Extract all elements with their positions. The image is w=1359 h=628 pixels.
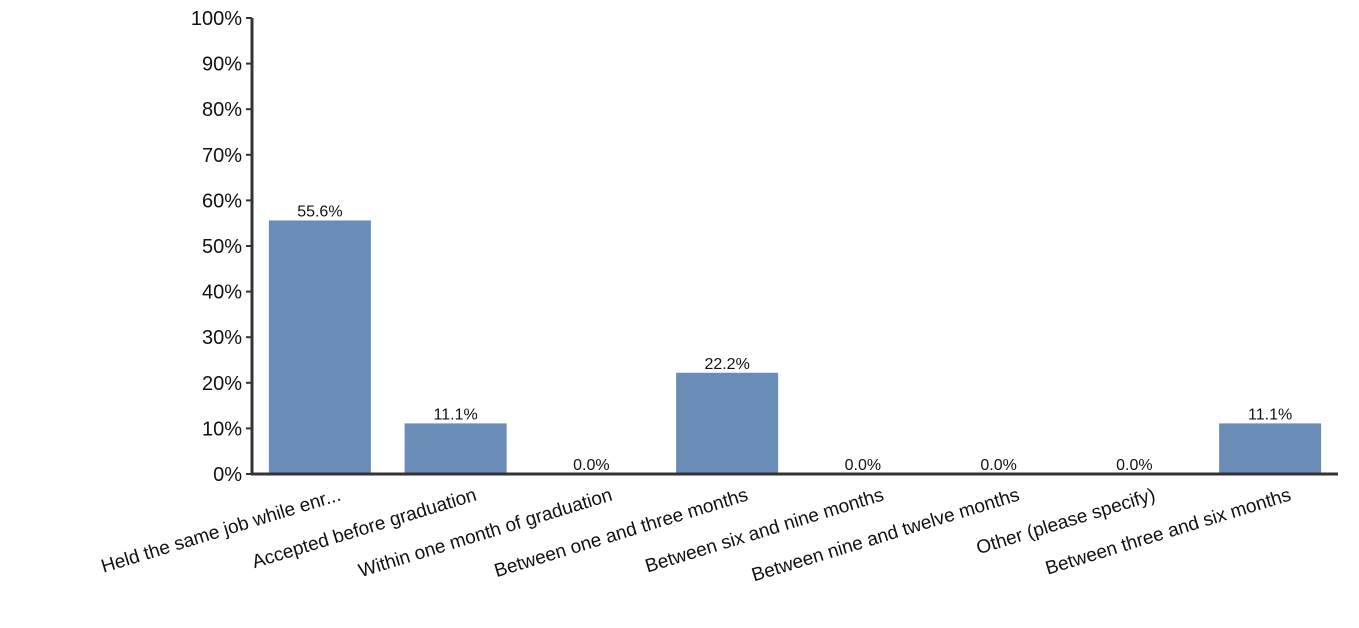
x-tick-label: Between nine and twelve months — [749, 485, 1022, 587]
bar — [1219, 423, 1322, 474]
x-tick-label: Held the same job while enr... — [99, 485, 343, 578]
bar — [404, 423, 507, 474]
x-axis-ticks: Held the same job while enr...Accepted b… — [99, 485, 1294, 587]
y-tick-label: 40% — [202, 282, 242, 304]
bars — [268, 220, 1322, 474]
y-tick-label: 70% — [202, 145, 242, 167]
y-axis-ticks: 0% 10% 20% 30% 40% 50% 60% 70% 80% 90% 100% — [191, 8, 252, 486]
data-label: 11.1% — [434, 406, 478, 423]
x-tick-label: Between three and six months — [1043, 485, 1294, 580]
y-tick-label: 20% — [202, 373, 242, 395]
data-label: 0.0% — [1116, 457, 1152, 474]
data-label: 11.1% — [1248, 406, 1292, 423]
data-label: 0.0% — [845, 457, 881, 474]
x-tick-label: Within one month of graduation — [356, 485, 615, 582]
y-tick-label: 60% — [202, 190, 242, 212]
data-label: 22.2% — [704, 356, 749, 373]
x-tick-label: Between one and three months — [492, 485, 751, 582]
data-label: 0.0% — [573, 457, 609, 474]
data-labels: 55.6% 11.1% 0.0% 22.2% 0.0% 0.0% 0.0% 11.1% — [297, 203, 1292, 474]
y-tick-label: 0% — [213, 464, 242, 486]
data-label: 55.6% — [297, 203, 342, 220]
y-tick-label: 10% — [202, 418, 242, 440]
bar — [676, 372, 779, 474]
bar — [268, 220, 371, 474]
data-label: 0.0% — [980, 457, 1016, 474]
y-tick-label: 30% — [202, 327, 242, 349]
y-tick-label: 80% — [202, 99, 242, 121]
y-tick-label: 90% — [202, 54, 242, 76]
y-tick-label: 50% — [202, 236, 242, 258]
y-tick-label: 100% — [191, 8, 242, 30]
